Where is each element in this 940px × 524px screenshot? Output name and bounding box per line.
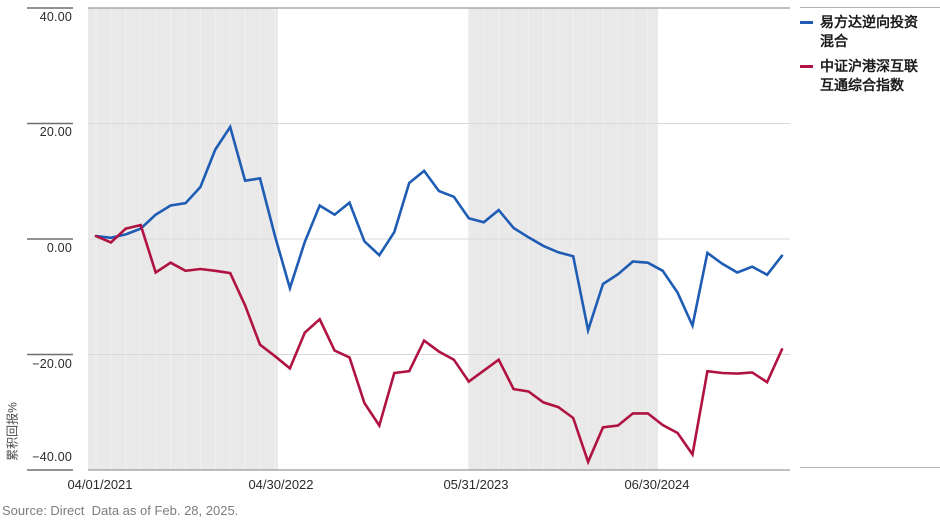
fund-series-swatch [800,21,813,24]
y-axis-tick-label: 0.00 [46,241,72,255]
legend-item-label: 中证沪港深互联互通综合指数 [820,58,918,93]
legend-divider-top [800,7,940,8]
y-axis-title: 累积回报% [5,402,20,461]
legend-item-label: 易方达逆向投资混合 [820,14,918,49]
y-axis-tick-label: −40.00 [32,450,72,464]
index-series-swatch [800,65,813,68]
legend-item-index: 中证沪港深互联互通综合指数 [800,57,926,95]
source-note: Source: Direct Data as of Feb. 28, 2025. [2,503,239,518]
y-axis-tick-label: 20.00 [39,125,72,139]
x-axis-tick-label: 05/31/2023 [443,477,509,492]
legend: 易方达逆向投资混合 中证沪港深互联互通综合指数 [800,0,940,470]
x-axis-tick-label: 04/01/2021 [67,477,133,492]
legend-item-fund: 易方达逆向投资混合 [800,13,926,51]
y-axis-tick-label: 40.00 [39,10,72,24]
x-axis-tick-label: 06/30/2024 [624,477,690,492]
y-axis-tick-label: −20.00 [32,357,72,371]
x-axis-tick-label: 04/30/2022 [248,477,314,492]
legend-divider-bottom [800,467,940,468]
